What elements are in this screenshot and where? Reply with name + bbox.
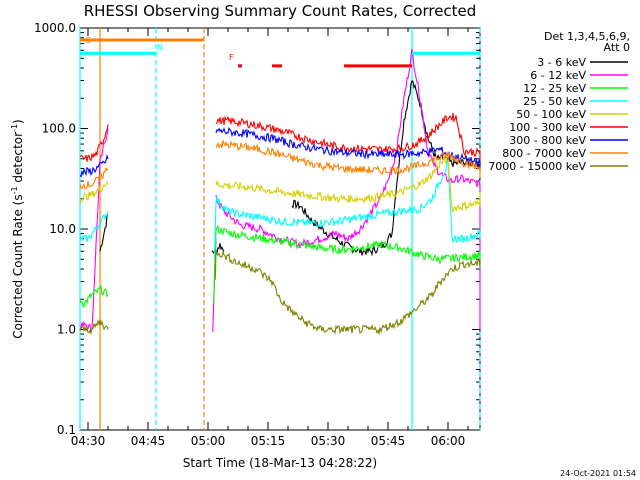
series-line — [215, 138, 481, 178]
plot-frame — [79, 27, 481, 431]
chart-title: RHESSI Observing Summary Count Rates, Co… — [84, 2, 477, 20]
flag-label-s: S — [86, 36, 91, 45]
x-tick-label: 06:00 — [431, 434, 466, 448]
series-line — [79, 154, 109, 178]
series-line — [215, 127, 481, 172]
series-line — [79, 128, 109, 333]
series-line — [213, 159, 481, 259]
y-axis-label: Corrected Count Rate (s-1 detector-1) — [10, 119, 25, 338]
legend-entry-label: 50 - 100 keV — [516, 108, 586, 121]
x-tick-label: 05:30 — [311, 434, 346, 448]
legend-entry-label: 300 - 800 keV — [509, 134, 586, 147]
flag-labels: S N F — [86, 36, 234, 62]
legend-entry-label: 3 - 6 keV — [537, 56, 586, 69]
y-label-part1: Corrected Count Rate (s — [11, 194, 25, 338]
timestamp: 24-Oct-2021 01:54 — [560, 469, 636, 478]
series-line — [79, 284, 109, 308]
legend-entry-label: 25 - 50 keV — [523, 95, 586, 108]
legend-header-line2: Att 0 — [604, 41, 630, 54]
series-line — [215, 48, 481, 330]
series-line — [79, 180, 109, 204]
y-label-sup2: -1 — [10, 124, 19, 132]
legend-entry-label: 800 - 7000 keV — [502, 147, 586, 160]
y-tick-label: 100.0 — [42, 122, 76, 136]
x-tick-label: 04:45 — [131, 434, 166, 448]
legend-entry-label: 6 - 12 keV — [530, 69, 586, 82]
flag-label-n: N — [157, 43, 163, 52]
series-line — [214, 249, 481, 336]
series-line — [79, 211, 109, 243]
legend-entry-label: 12 - 25 keV — [523, 82, 586, 95]
y-tick-label: 1.0 — [57, 323, 76, 337]
flag-bars — [80, 38, 480, 68]
x-tick-label: 05:00 — [191, 434, 226, 448]
series-line — [211, 243, 225, 256]
series-line — [291, 80, 481, 257]
y-label-sup1: -1 — [10, 186, 19, 194]
series-line — [79, 318, 109, 335]
flag-label-f: F — [229, 53, 234, 62]
vertical-markers — [79, 28, 481, 430]
y-tick-label: 1000.0 — [34, 21, 76, 35]
x-tick-label: 04:30 — [71, 434, 106, 448]
series-line — [215, 113, 481, 161]
series-line — [215, 154, 481, 213]
x-tick-label: 05:15 — [251, 434, 286, 448]
y-label-part2: detector — [11, 132, 25, 187]
y-tick-label: 0.1 — [57, 423, 76, 437]
y-label-part3: ) — [11, 119, 25, 124]
x-tick-label: 05:45 — [371, 434, 406, 448]
series-line — [213, 224, 481, 303]
legend-entry-label: 7000 - 15000 keV — [488, 160, 586, 173]
legend-entry-label: 100 - 300 keV — [509, 121, 586, 134]
y-axis: 0.1 1.0 10.0 100.0 1000.0 — [34, 21, 480, 437]
y-tick-label: 10.0 — [49, 222, 76, 236]
x-axis: 04:30 04:45 05:00 05:15 05:30 05:45 06:00 — [71, 28, 469, 448]
legend-header-line1: Det 1,3,4,5,6,9, — [544, 30, 630, 43]
series-group — [79, 48, 481, 336]
series-line — [99, 214, 109, 252]
series-line — [79, 167, 109, 190]
series-line — [79, 124, 109, 162]
x-axis-label: Start Time (18-Mar-13 04:28:22) — [183, 456, 377, 470]
